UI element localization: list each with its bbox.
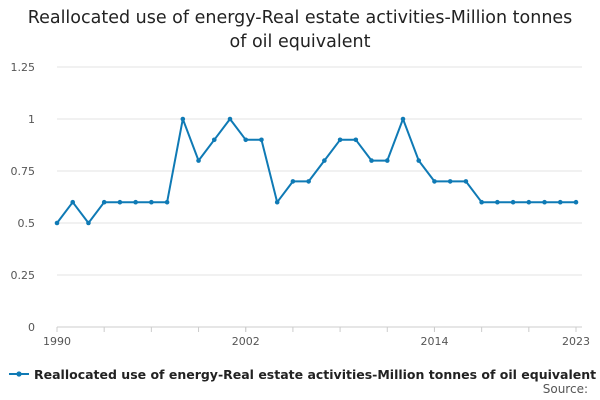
data-point[interactable] <box>306 179 311 184</box>
data-point[interactable] <box>495 199 500 205</box>
source-label: Source: <box>542 382 588 396</box>
data-point[interactable] <box>526 199 532 205</box>
data-point[interactable] <box>101 199 107 205</box>
legend-marker-icon <box>9 371 29 377</box>
legend[interactable]: Reallocated use of energy-Real estate ac… <box>8 364 598 384</box>
data-point[interactable] <box>117 199 123 205</box>
data-point[interactable] <box>463 179 469 184</box>
data-point[interactable] <box>432 179 437 184</box>
y-tick-label: 1.25 <box>11 61 36 74</box>
y-tick-label: 0 <box>28 321 35 334</box>
chart-title: Reallocated use of energy-Real estate ac… <box>27 8 573 52</box>
data-point[interactable] <box>573 199 579 205</box>
data-point[interactable] <box>227 116 233 122</box>
data-point[interactable] <box>400 116 406 122</box>
series-line <box>56 118 576 224</box>
data-point[interactable] <box>54 220 60 226</box>
data-point[interactable] <box>164 199 170 205</box>
data-point[interactable] <box>243 137 249 143</box>
data-point[interactable] <box>542 199 547 205</box>
y-tick-label: 0.25 <box>11 269 36 282</box>
x-axis <box>56 326 582 332</box>
data-point[interactable] <box>274 199 280 205</box>
y-tick-label: 0.75 <box>11 165 36 178</box>
x-tick-label: 2014 <box>420 335 448 348</box>
x-tick-label: 2002 <box>232 335 260 348</box>
x-tick-labels: 1990 2002 2014 2023 <box>43 335 590 348</box>
y-tick-label: 0.5 <box>18 217 36 230</box>
data-point[interactable] <box>416 158 422 163</box>
data-point[interactable] <box>322 158 327 163</box>
data-point[interactable] <box>479 199 484 205</box>
data-point[interactable] <box>70 199 76 205</box>
data-point[interactable] <box>196 158 201 163</box>
data-point[interactable] <box>133 199 138 205</box>
data-point[interactable] <box>447 179 453 184</box>
data-point[interactable] <box>180 116 186 122</box>
data-point[interactable] <box>353 137 359 143</box>
y-tick-label: 1 <box>28 113 35 126</box>
data-point[interactable] <box>259 137 264 143</box>
data-point[interactable] <box>211 137 217 143</box>
data-point[interactable] <box>369 158 374 163</box>
grid-lines <box>57 66 582 328</box>
series-layer <box>54 116 579 226</box>
x-tick-label: 2023 <box>562 335 590 348</box>
data-point[interactable] <box>86 220 91 226</box>
data-point[interactable] <box>290 179 296 184</box>
data-point[interactable] <box>149 199 154 205</box>
data-point[interactable] <box>337 137 343 143</box>
data-point[interactable] <box>384 158 390 163</box>
data-point[interactable] <box>557 199 563 205</box>
data-point[interactable] <box>510 199 516 205</box>
y-tick-labels: 0 0.25 0.5 0.75 1 1.25 <box>11 61 36 334</box>
legend-label: Reallocated use of energy-Real estate ac… <box>34 366 597 382</box>
x-tick-label: 1990 <box>43 335 71 348</box>
